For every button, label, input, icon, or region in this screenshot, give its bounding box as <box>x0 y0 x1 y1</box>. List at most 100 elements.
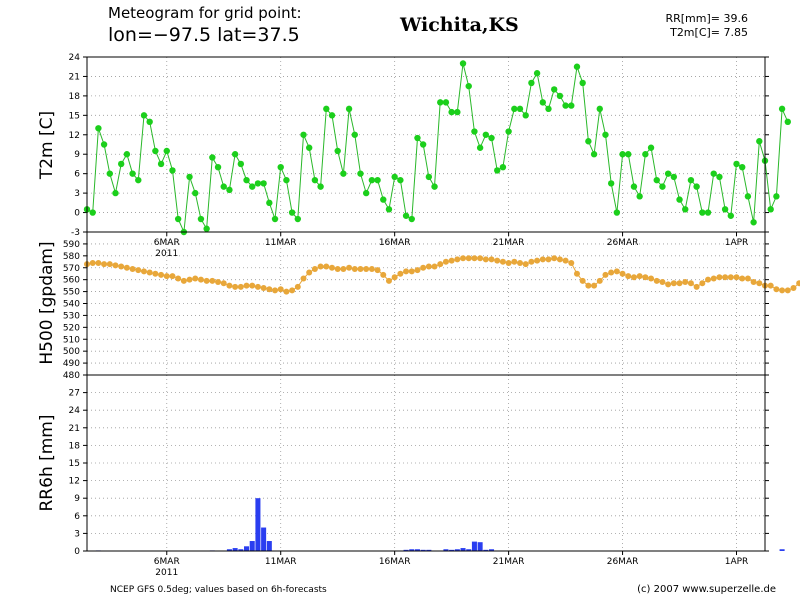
rr6h-bar <box>409 549 415 551</box>
t2m-point <box>317 183 324 190</box>
h500-point <box>591 282 598 289</box>
h500-point <box>784 287 791 294</box>
h500-point <box>363 265 370 272</box>
t2m-point <box>505 128 512 135</box>
t2m-point <box>254 180 262 187</box>
rr6h-bar <box>460 548 466 551</box>
t2m-point <box>550 86 558 93</box>
h500-point <box>254 283 261 290</box>
grid-point-coordinates: lon=−97.5 lat=37.5 <box>108 24 300 46</box>
h500-point <box>471 255 478 262</box>
t2m-point <box>494 167 501 174</box>
t2m-point <box>767 206 774 213</box>
t2m-point <box>630 183 638 190</box>
h500-point <box>699 280 706 287</box>
h500-point <box>665 281 672 288</box>
rr6h-bar <box>414 549 420 551</box>
t2m-point <box>197 215 205 223</box>
h500-point <box>152 270 159 277</box>
h500-point <box>596 277 603 284</box>
t2m-point <box>129 170 136 177</box>
h500-point <box>710 275 717 282</box>
h500-point <box>528 258 535 265</box>
h500-point <box>733 274 740 281</box>
t2m-point <box>488 134 495 142</box>
h500-point <box>716 274 723 281</box>
h500-point <box>391 274 398 281</box>
h500-point <box>613 268 620 275</box>
t2m-point <box>380 196 387 203</box>
h500-point <box>477 255 484 262</box>
h500-point <box>744 275 751 282</box>
t2m-ytick-label: 12 <box>69 131 80 141</box>
h500-ytick-label: 590 <box>63 240 80 250</box>
h500-point <box>380 271 387 278</box>
h500-point <box>385 277 392 284</box>
h500-point <box>243 282 250 289</box>
t2m-point <box>642 151 649 158</box>
rr6h-bar <box>471 541 477 551</box>
h500-ytick-label: 550 <box>63 288 80 298</box>
rr6h-bar <box>449 549 455 551</box>
t2m-point <box>539 99 546 106</box>
rr6h-bar <box>403 549 409 551</box>
t2m-point <box>340 170 347 177</box>
t2m-point <box>528 79 535 87</box>
t2m-point <box>710 170 717 177</box>
h500-point <box>226 282 233 289</box>
h500-point <box>197 276 204 283</box>
t2m-point <box>699 209 706 216</box>
h500-point <box>505 259 512 266</box>
h500-point <box>260 285 267 292</box>
date-tick-label: 26MAR <box>607 557 639 567</box>
h500-point <box>169 273 176 280</box>
h500-point <box>522 261 529 268</box>
t2m-point <box>112 189 119 197</box>
t2m-point <box>260 180 267 187</box>
h500-point <box>511 258 518 265</box>
h500-ytick-label: 520 <box>63 323 80 333</box>
h500-point <box>488 256 495 263</box>
t2m-point <box>408 215 415 223</box>
t2m-point <box>425 173 433 181</box>
t2m-point <box>533 70 541 77</box>
t2m-point <box>579 79 586 87</box>
t2m-point <box>721 206 729 213</box>
h500-point <box>272 287 279 294</box>
t2m-point <box>397 176 404 184</box>
h500-point <box>249 282 256 289</box>
t2m-point <box>733 160 740 168</box>
h500-point <box>158 271 165 278</box>
station-name: Wichita,KS <box>400 14 519 36</box>
t2m-point <box>95 125 102 132</box>
copyright-note: (c) 2007 www.superzelle.de <box>637 584 776 595</box>
h500-point <box>465 255 472 262</box>
year-label: 2011 <box>155 568 178 578</box>
t2m-ytick-label: 15 <box>69 111 80 121</box>
t2m-point <box>476 144 484 151</box>
h500-point <box>89 259 96 266</box>
h500-point <box>482 256 489 263</box>
t2m-point <box>613 209 621 216</box>
t2m-ytick-label: 9 <box>74 150 80 160</box>
data-source-note: NCEP GFS 0.5deg; values based on 6h-fore… <box>110 585 327 595</box>
rr6h-bar <box>266 541 272 551</box>
date-tick-label: 1APR <box>725 557 749 567</box>
h500-point <box>95 259 102 266</box>
t2m-point <box>448 108 455 116</box>
h500-point <box>220 280 227 287</box>
t2m-point <box>596 105 603 113</box>
h500-point <box>693 283 700 290</box>
t2m-point <box>465 82 472 90</box>
h500-ytick-label: 560 <box>63 276 80 286</box>
rr6h-bar <box>426 549 432 551</box>
t2m-point <box>368 176 376 184</box>
t2m-point <box>334 147 341 155</box>
rr6h-bar <box>443 549 449 551</box>
t2m-point <box>186 173 193 181</box>
rr6h-bar <box>477 542 483 551</box>
t2m-point <box>619 151 626 158</box>
h500-ytick-label: 500 <box>63 347 80 357</box>
t2m-point <box>414 134 421 142</box>
